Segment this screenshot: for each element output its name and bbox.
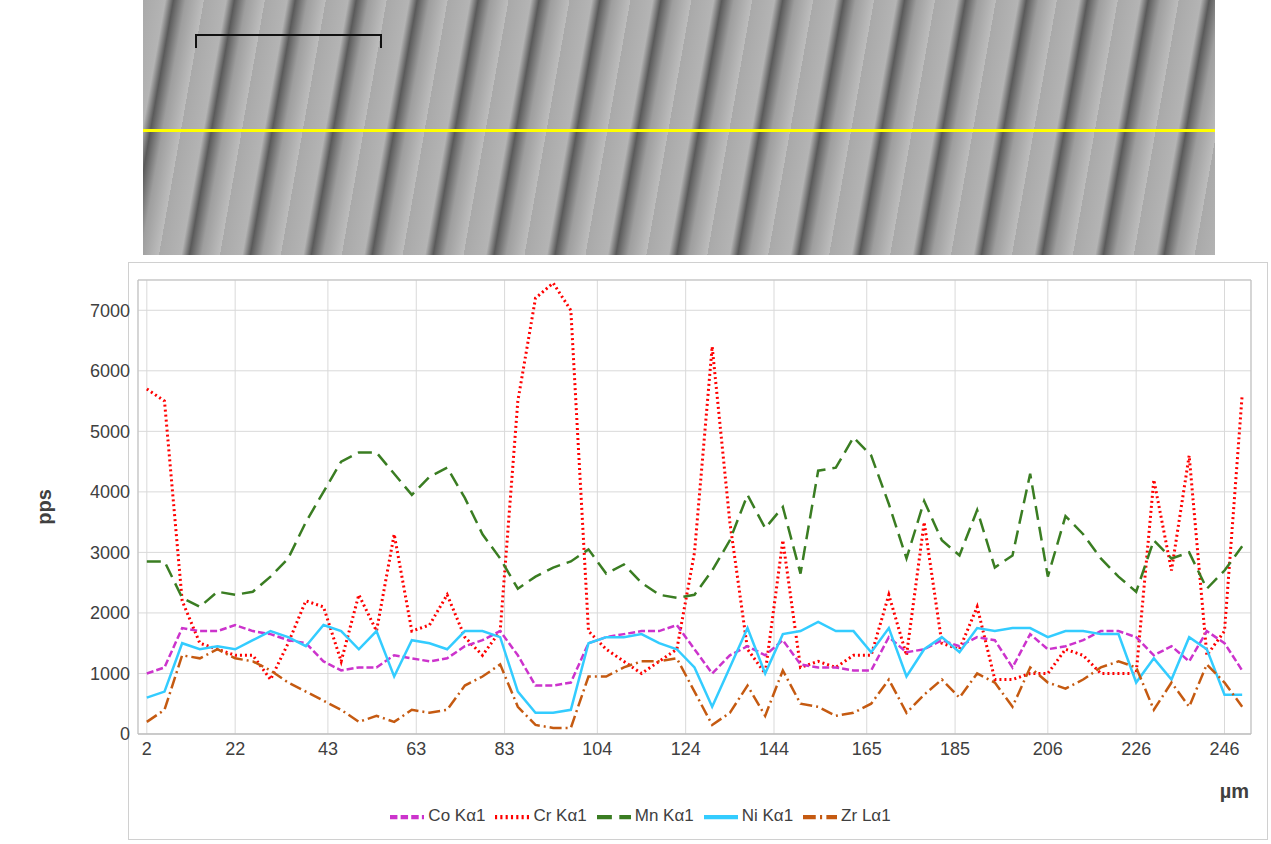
- html-text:Co Kα1: Co Kα1: [428, 806, 486, 826]
- svg-text:µm: µm: [1220, 780, 1249, 802]
- svg-text:185: 185: [940, 739, 970, 759]
- svg-text:144: 144: [759, 739, 789, 759]
- html-text:Cr Kα1: Cr Kα1: [533, 806, 587, 826]
- svg-text:2: 2: [142, 739, 152, 759]
- svg-text:246: 246: [1209, 739, 1239, 759]
- svg-text:0: 0: [120, 724, 130, 744]
- svg-text:3000: 3000: [90, 543, 130, 563]
- svg-text:83: 83: [495, 739, 515, 759]
- svg-text:104: 104: [582, 739, 612, 759]
- svg-text:7000: 7000: [90, 301, 130, 321]
- html-text:Ni Kα1: Ni Kα1: [741, 806, 794, 826]
- svg-text:22: 22: [225, 739, 245, 759]
- svg-text:2000: 2000: [90, 603, 130, 623]
- svg-text:1000: 1000: [90, 664, 130, 684]
- svg-text:6000: 6000: [90, 361, 130, 381]
- html-text:Zr Lα1: Zr Lα1: [841, 806, 891, 826]
- svg-text:124: 124: [671, 739, 701, 759]
- svg-text:43: 43: [318, 739, 338, 759]
- svg-text:226: 226: [1121, 739, 1151, 759]
- svg-text:4000: 4000: [90, 482, 130, 502]
- svg-text:165: 165: [852, 739, 882, 759]
- html-text:Mn Kα1: Mn Kα1: [634, 806, 694, 826]
- svg-text:pps: pps: [33, 489, 55, 525]
- svg-text:206: 206: [1033, 739, 1063, 759]
- svg-text:5000: 5000: [90, 422, 130, 442]
- svg-text:63: 63: [406, 739, 426, 759]
